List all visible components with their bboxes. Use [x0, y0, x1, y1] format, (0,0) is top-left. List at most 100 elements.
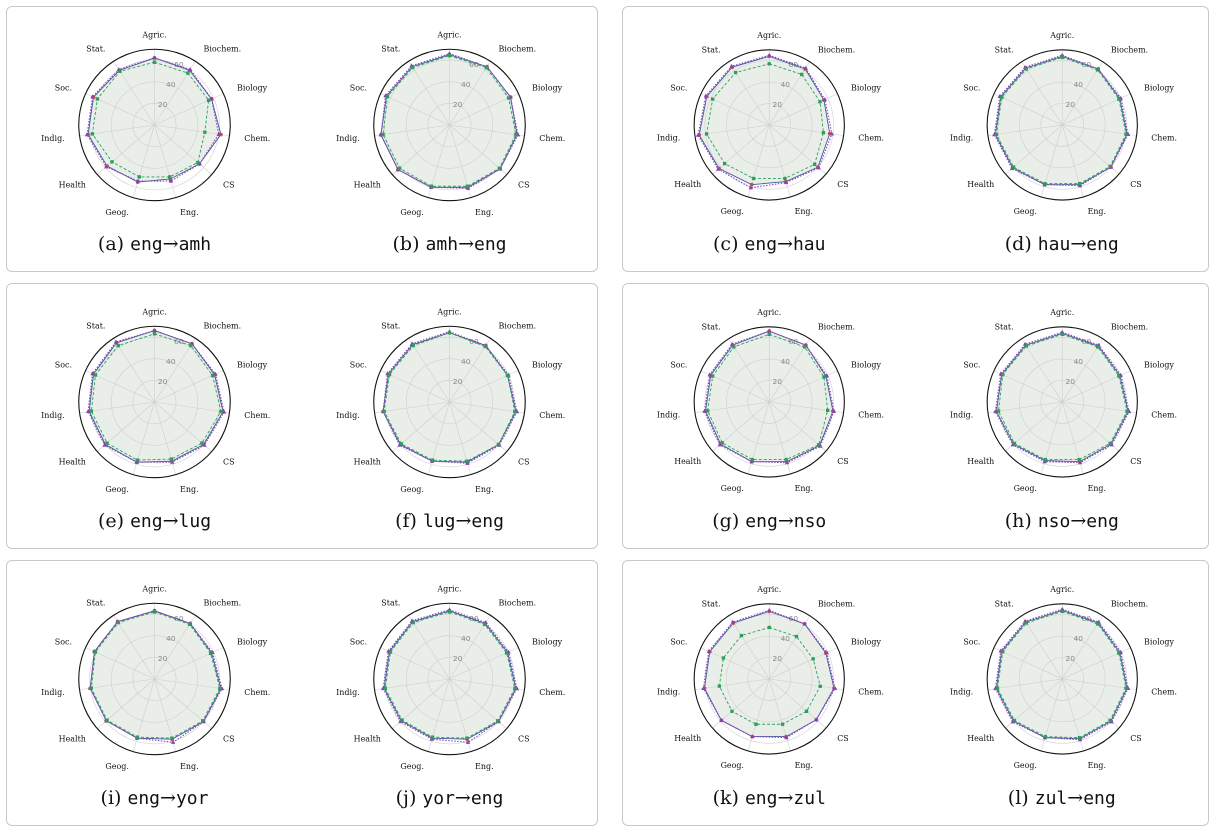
series-point-3 [794, 634, 799, 639]
caption-h: (h) nso→eng [1004, 510, 1119, 532]
series-point-2 [750, 734, 755, 739]
subplot-g: 20 40 60 Agric. Biochem. Biology Chem. CS Eng. Ge… [623, 284, 916, 548]
radar-fill-area [699, 56, 830, 185]
grid-spoke [768, 124, 791, 198]
series-point-3 [219, 409, 223, 414]
series-point-3 [218, 686, 222, 691]
grid-spoke [1061, 338, 1103, 403]
series-point-3 [187, 622, 192, 627]
category-label: Soc. [350, 360, 367, 369]
category-label: Chem. [1151, 411, 1177, 420]
series-point-3 [1116, 374, 1121, 378]
caption-c: (c) eng→hau [713, 233, 826, 255]
category-label: Soc. [963, 638, 980, 647]
radar-chart-h: 204060Agric.Biochem.BiologyChem.CSEng.Ge… [949, 308, 1177, 493]
radial-tick-label: 40 [781, 80, 791, 89]
series-point-3 [105, 441, 109, 445]
series-point-3 [430, 458, 435, 462]
series-point-3 [812, 162, 817, 166]
series-point-3 [410, 65, 415, 70]
category-label: Indig. [657, 134, 680, 143]
grid-spoke [374, 124, 450, 137]
series-point-3 [382, 409, 386, 414]
caption-k: (k) eng→zul [712, 787, 826, 809]
series-point-3 [105, 718, 109, 722]
series-point-3 [465, 736, 469, 740]
radar-chart-b: 20 40 60 Agric. Biochem. Biology Chem. CS Eng. Ge… [336, 30, 565, 217]
radar-outer-circle [693, 49, 845, 201]
series-point-2 [465, 739, 471, 744]
subplot-h: 20 40 60 Agric. Biochem. Biology Chem. CS Eng. Ge… [916, 284, 1209, 548]
grid-spoke [694, 678, 770, 690]
series-point-3 [513, 686, 517, 691]
series-point-3 [705, 409, 710, 413]
series-point-3 [201, 719, 205, 723]
category-label: Eng. [795, 761, 813, 770]
series-point-3 [739, 633, 744, 638]
radial-tick-label: 40 [166, 80, 176, 89]
series-point-3 [200, 441, 204, 445]
subplot-f: 20 40 60 Agric. Biochem. Biology Chem. CS Eng. Ge… [302, 284, 597, 548]
category-label: Health [967, 457, 994, 466]
series-point-3 [754, 722, 758, 726]
series-point-2 [803, 65, 808, 70]
category-label: Indig. [41, 134, 65, 143]
series-line-1 [382, 332, 517, 463]
series-point-2 [84, 132, 90, 137]
category-label: Biochem. [499, 322, 537, 331]
series-point-3 [783, 176, 787, 181]
radial-tick-label: 60 [174, 614, 184, 623]
category-label: Indig. [336, 134, 360, 143]
grid-spoke [154, 124, 177, 198]
series-point-3 [399, 442, 403, 446]
series-point-3 [1077, 735, 1081, 740]
grid-spoke [408, 61, 450, 126]
grid-spoke [700, 647, 770, 680]
grid-spoke [449, 124, 507, 175]
category-label: Agric. [756, 308, 781, 317]
series-point-2 [824, 373, 830, 378]
series-line-3 [707, 333, 829, 461]
radial-tick-label: 60 [789, 337, 799, 346]
category-label: Stat. [702, 322, 721, 331]
caption-e: (e) eng→lug [97, 510, 212, 532]
grid-spoke [769, 678, 844, 690]
category-label: Geog. [1013, 761, 1036, 770]
category-label: Chem. [858, 688, 884, 697]
series-point-2 [702, 408, 707, 413]
radar-outer-circle [78, 48, 231, 202]
grid-spoke [769, 338, 811, 403]
grid-spoke [449, 678, 525, 691]
series-point-2 [832, 686, 838, 691]
grid-spoke [993, 370, 1062, 403]
series-line-3 [382, 55, 517, 187]
category-label: Biology [851, 638, 881, 647]
radar-fill-area [90, 610, 221, 740]
series-point-2 [816, 165, 821, 170]
radar-chart-e: 204060Agric.Biochem.BiologyChem.CSEng.Ge… [41, 307, 270, 494]
radial-tick-label: 20 [158, 377, 168, 386]
series-point-2 [169, 459, 175, 464]
radial-tick-label: 40 [166, 634, 176, 643]
series-point-3 [1011, 165, 1015, 169]
series-point-3 [751, 176, 756, 181]
series-point-3 [802, 345, 807, 349]
series-point-3 [482, 622, 487, 627]
category-label: Geog. [721, 761, 744, 770]
category-label: CS [837, 180, 848, 189]
radial-tick-label: 40 [461, 80, 471, 89]
series-point-3 [822, 375, 826, 379]
series-point-2 [102, 442, 107, 447]
grid-spoke [154, 401, 230, 414]
category-label: Geog. [105, 762, 129, 771]
series-point-2 [104, 164, 109, 169]
series-point-3 [385, 94, 390, 99]
category-label: Biology [532, 637, 563, 646]
series-point-2 [706, 648, 711, 653]
category-label: Biology [851, 361, 881, 370]
series-point-3 [1095, 345, 1099, 349]
category-label: Eng. [1087, 761, 1105, 770]
category-label: Stat. [86, 322, 105, 331]
series-point-3 [189, 343, 193, 348]
series-point-3 [135, 458, 140, 462]
